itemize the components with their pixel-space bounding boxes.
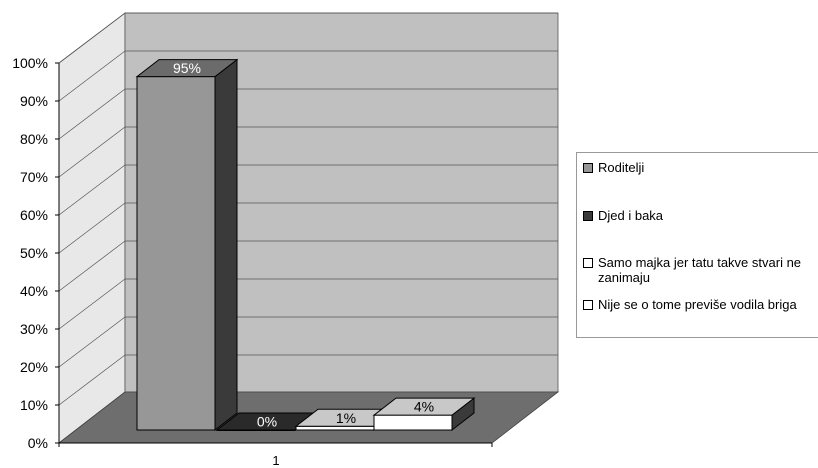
gridline: [58, 50, 126, 102]
gridline: [58, 12, 126, 64]
legend-swatch: [583, 258, 593, 268]
gridline: [58, 202, 126, 254]
bar-side: [214, 58, 238, 432]
bar-front: [295, 425, 375, 431]
bar-top: [135, 59, 239, 78]
y-axis: 0% 10% 20% 30% 40% 50% 60% 70% 80% 90% 100%: [12, 55, 59, 451]
gridline: [58, 354, 126, 406]
bar-top: [372, 397, 476, 416]
gridline: [58, 240, 126, 292]
bar-front: [373, 414, 453, 431]
bars: [135, 58, 476, 432]
y-tick-label: 40%: [20, 283, 48, 299]
gridline: [58, 278, 126, 330]
legend-label: Djed i baka: [598, 208, 664, 223]
y-tick-label: 20%: [20, 359, 48, 375]
bar: [372, 397, 476, 432]
bar: [135, 58, 239, 432]
gridline: [58, 164, 126, 216]
data-label: 1%: [336, 410, 356, 426]
y-tick-label: 70%: [20, 169, 48, 185]
gridline: [58, 316, 126, 368]
y-tick-label: 80%: [20, 131, 48, 147]
legend-item: Roditelji: [583, 160, 818, 175]
legend: Roditelji Djed i baka Samo majka jer tat…: [576, 152, 818, 338]
y-tick-label: 100%: [12, 55, 48, 71]
legend-swatch: [583, 163, 593, 173]
legend-item: Nije se o tome previše vodila briga: [583, 297, 818, 312]
y-tick-label: 10%: [20, 397, 48, 413]
legend-item: Samo majka jer tatu takve stvari ne zani…: [583, 255, 818, 285]
y-tick-label: 50%: [20, 245, 48, 261]
legend-item: Djed i baka: [583, 208, 818, 223]
gridline: [58, 88, 126, 140]
legend-swatch: [583, 300, 593, 310]
x-tick-label: 1: [272, 453, 279, 468]
y-tick-label: 30%: [20, 321, 48, 337]
legend-label: Nije se o tome previše vodila briga: [598, 297, 797, 312]
y-tick-label: 90%: [20, 93, 48, 109]
data-label: 0%: [257, 414, 277, 430]
data-label: 4%: [414, 399, 434, 415]
legend-label: Samo majka jer tatu takve stvari ne zani…: [598, 255, 802, 285]
y-tick-label: 0%: [28, 435, 48, 451]
gridline: [58, 126, 126, 178]
legend-label: Roditelji: [598, 160, 645, 175]
data-label: 95%: [173, 60, 201, 76]
data-labels: 95% 0% 1% 4%: [173, 60, 434, 429]
legend-swatch: [583, 211, 593, 221]
bar-front: [136, 76, 216, 431]
y-tick-label: 60%: [20, 207, 48, 223]
